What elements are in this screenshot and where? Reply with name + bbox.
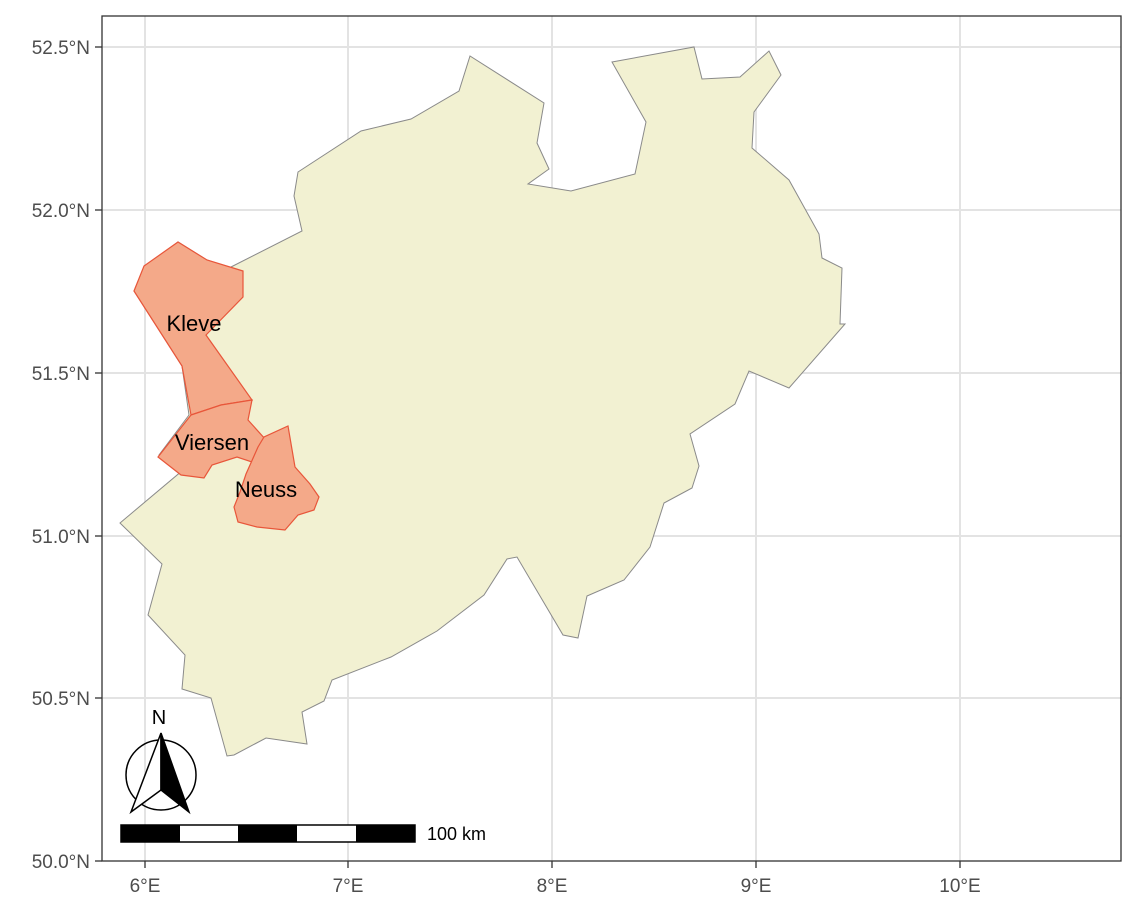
- north-arrow-label: N: [152, 707, 166, 729]
- region-viersen: [157, 399, 267, 479]
- x-tick-label: 9°E: [741, 876, 772, 897]
- x-tick-label: 7°E: [333, 876, 364, 897]
- y-tick-label: 50.0°N: [32, 852, 90, 873]
- north-arrow: N: [125, 707, 197, 815]
- scale-bar: 100 km: [120, 824, 486, 844]
- y-tick-label: 52.5°N: [32, 38, 90, 59]
- region-kleve: [133, 241, 254, 416]
- panel-border: [101, 15, 1122, 862]
- state-polygon: [119, 46, 847, 757]
- scale-bar-label: 100 km: [427, 824, 486, 844]
- scale-bar-segment-1: [121, 825, 180, 842]
- region-label-kleve: Kleve: [166, 311, 221, 336]
- x-tick-label: 10°E: [939, 876, 980, 897]
- y-tick-label: 52.0°N: [32, 201, 90, 222]
- region-label-viersen: Viersen: [175, 430, 249, 455]
- region-label-neuss: Neuss: [235, 477, 297, 502]
- north-arrow-right-half: [160, 732, 191, 815]
- scale-bar-segment-5: [356, 825, 415, 842]
- y-tick-label: 51.0°N: [32, 527, 90, 548]
- x-tick-label: 6°E: [130, 876, 161, 897]
- x-tick-label: 8°E: [537, 876, 568, 897]
- y-tick-label: 50.5°N: [32, 689, 90, 710]
- scale-bar-segment-3: [238, 825, 297, 842]
- region-neuss: [233, 425, 320, 531]
- axis-ticks: [95, 46, 961, 868]
- y-tick-label: 51.5°N: [32, 364, 90, 385]
